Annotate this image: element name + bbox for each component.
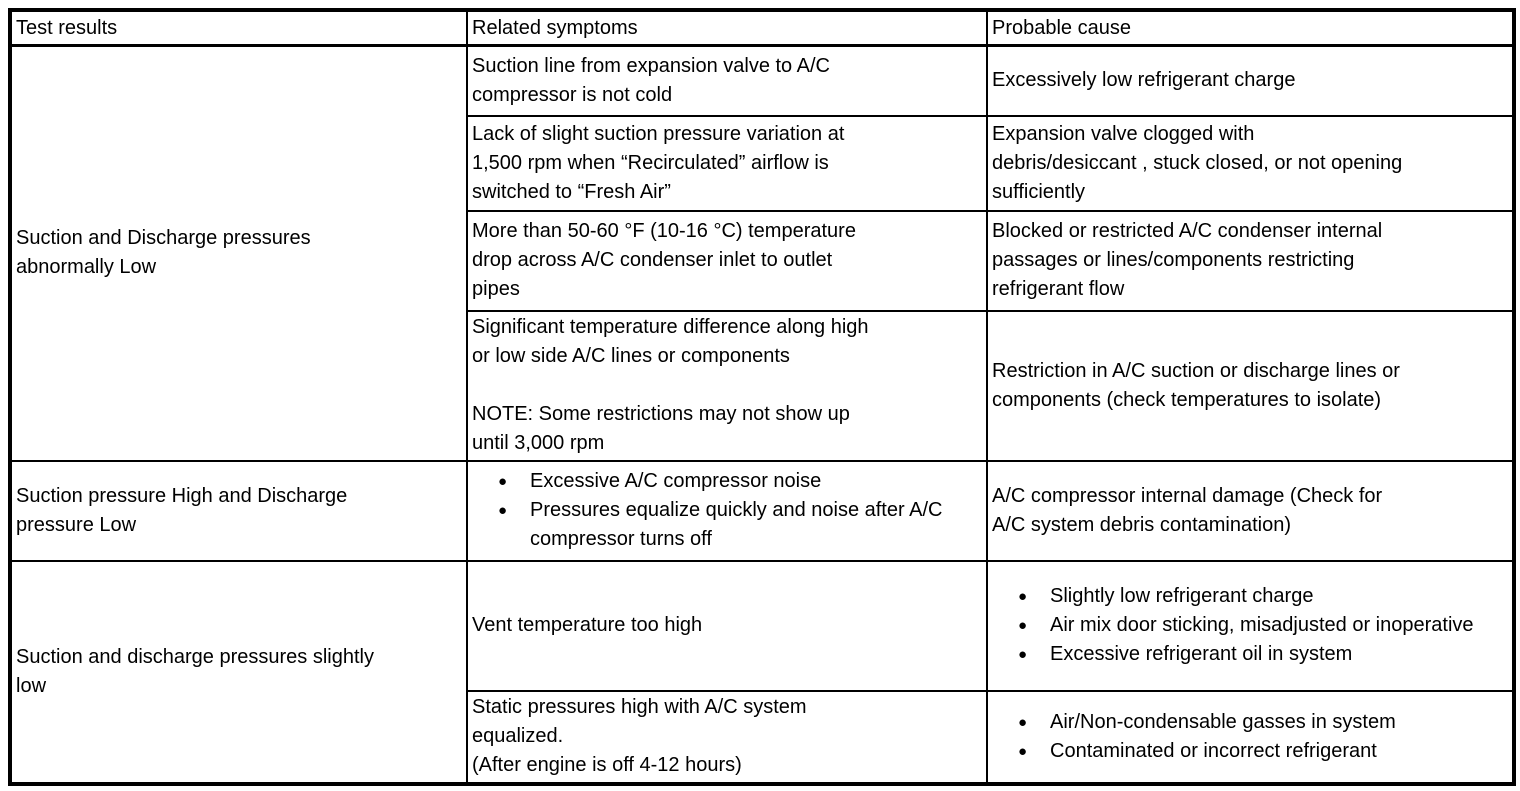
text-line: Static pressures high with A/C system <box>472 696 807 718</box>
bullet-item: Air mix door sticking, misadjusted or in… <box>992 611 1508 640</box>
table-body: Suction and Discharge pressures abnormall… <box>9 44 1515 785</box>
text-line: 1,500 rpm when “Recirculated” airflow is <box>472 151 829 174</box>
symptom-cell: Static pressures high with A/C system equ… <box>466 689 988 785</box>
table-row: Lack of slight suction pressure variatio… <box>10 114 1515 212</box>
symptom-cell: Vent temperature too high <box>466 559 988 692</box>
cause-cell: Blocked or restricted A/C condenser inte… <box>986 209 1515 312</box>
text-line: Excessively low refrigerant charge <box>992 69 1296 92</box>
text-line: Suction line from expansion valve to A/C <box>472 54 830 77</box>
text-line: Restriction in A/C suction or discharge … <box>992 359 1400 382</box>
table-row: Suction and Discharge pressures abnormall… <box>9 44 1515 462</box>
text-line: pressure Low <box>16 513 137 536</box>
text-line: abnormally Low <box>16 256 157 279</box>
cause-cell: Excessively low refrigerant charge <box>986 44 1515 117</box>
test-result-cell: Suction and Discharge pressures abnormall… <box>9 44 468 462</box>
text-line: Vent temperature too high <box>472 614 703 636</box>
bullet-item: Air/Non-condensable gasses in system <box>992 708 1508 737</box>
table-row: Suction and discharge pressures slightly… <box>9 559 1515 785</box>
text-line: or low side A/C lines or components <box>472 345 790 367</box>
symptom-cell: Lack of slight suction pressure variatio… <box>466 114 988 212</box>
symptom-cell: Excessive A/C compressor noisePressures … <box>466 459 988 562</box>
symptom-cell: Significant temperature difference along… <box>466 309 988 462</box>
text-line: compressor is not cold <box>472 83 673 106</box>
cause-cell: Air/Non-condensable gasses in systemCont… <box>986 689 1515 785</box>
bullet-item: Pressures equalize quickly and noise aft… <box>472 496 982 554</box>
text-line: pipes <box>472 278 520 300</box>
bullet-item: Excessive A/C compressor noise <box>472 467 982 496</box>
bullet-item: Slightly low refrigerant charge <box>992 582 1508 611</box>
column-header-related-symptoms: Related symptoms <box>466 9 988 47</box>
bullet-item: Contaminated or incorrect refrigerant <box>992 737 1508 766</box>
text-line: Expansion valve clogged with <box>992 122 1255 145</box>
ac-diagnostic-table: Test results Related symptoms Probable c… <box>8 8 1516 786</box>
text-line: equalized. <box>472 725 564 747</box>
text-line: switched to “Fresh Air” <box>472 180 671 203</box>
text-line: A/C compressor internal damage (Check fo… <box>992 484 1383 507</box>
table-row: Static pressures high with A/C system equ… <box>10 689 1515 785</box>
table-row: Significant temperature difference along… <box>10 309 1515 462</box>
header-row: Test results Related symptoms Probable c… <box>9 9 1515 47</box>
text-line: More than 50-60 °F (10-16 °C) temperatur… <box>472 220 856 242</box>
text-line: Suction and discharge pressures slightly <box>16 645 374 668</box>
text-line: A/C system debris contamination) <box>992 513 1292 536</box>
cause-cell: Restriction in A/C suction or discharge … <box>986 309 1515 462</box>
table-row: Suction pressure High and Discharge press… <box>9 459 1515 562</box>
table-row: More than 50-60 °F (10-16 °C) temperatur… <box>10 209 1515 312</box>
text-line: components (check temperatures to isolat… <box>992 388 1382 411</box>
text-line <box>472 371 982 400</box>
text-line: drop across A/C condenser inlet to outle… <box>472 249 833 271</box>
text-line: Lack of slight suction pressure variatio… <box>472 122 845 145</box>
symptom-cell: Suction line from expansion valve to A/C… <box>466 44 988 117</box>
cause-cell: Expansion valve clogged with debris/desic… <box>986 114 1515 212</box>
symptom-cell: More than 50-60 °F (10-16 °C) temperatur… <box>466 209 988 312</box>
text-line: Significant temperature difference along… <box>472 316 869 338</box>
text-line: NOTE: Some restrictions may not show up <box>472 403 850 425</box>
column-header-probable-cause: Probable cause <box>986 9 1515 47</box>
cause-cell: Slightly low refrigerant chargeAir mix d… <box>986 559 1515 692</box>
text-line: low <box>16 674 47 697</box>
text-line: (After engine is off 4-12 hours) <box>472 754 742 776</box>
text-line: debris/desiccant , stuck closed, or not … <box>992 151 1403 174</box>
text-line: Blocked or restricted A/C condenser inte… <box>992 220 1383 242</box>
text-line: Suction and Discharge pressures <box>16 227 311 250</box>
text-line: refrigerant flow <box>992 278 1125 300</box>
test-result-cell: Suction and discharge pressures slightly… <box>9 559 468 785</box>
text-line: until 3,000 rpm <box>472 432 605 454</box>
text-line: passages or lines/components restricting <box>992 249 1355 271</box>
text-line: Suction pressure High and Discharge <box>16 484 348 507</box>
test-result-cell: Suction pressure High and Discharge press… <box>9 459 468 562</box>
column-header-test-results: Test results <box>9 9 468 47</box>
text-line: sufficiently <box>992 180 1086 203</box>
cause-cell: A/C compressor internal damage (Check fo… <box>986 459 1515 562</box>
bullet-item: Excessive refrigerant oil in system <box>992 640 1508 669</box>
